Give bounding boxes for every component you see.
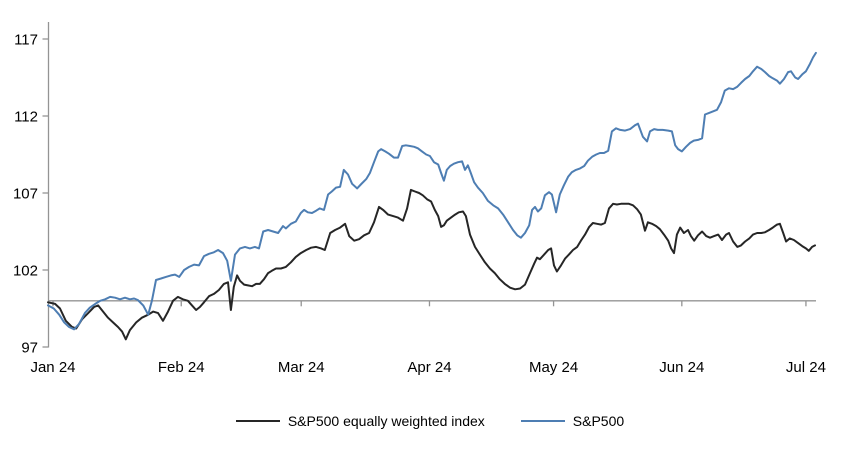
x-tick-label: Jan 24 [30,359,75,376]
legend-line-sp500 [520,420,565,422]
series-line-sp500-equal-weight [47,188,816,341]
legend-item-sp500-equal-weight: S&P500 equally weighted index [235,413,485,429]
x-tick-label: May 24 [529,359,578,376]
legend-label-sp500-equal-weight: S&P500 equally weighted index [287,413,485,429]
y-tick-label: 97 [21,340,38,357]
x-tick-label: Apr 24 [407,359,451,376]
x-tick-label: Jul 24 [786,359,826,376]
y-tick-label: 117 [14,32,38,49]
x-tick-label: Jun 24 [659,359,704,376]
y-tick-label: 112 [14,109,38,126]
legend-line-sp500-equal-weight [235,420,280,422]
x-tick-label: Mar 24 [278,359,325,376]
x-tick-label: Feb 24 [158,359,205,376]
y-tick-label: 107 [13,186,38,203]
y-tick-label: 102 [13,263,38,280]
legend: S&P500 equally weighted index S&P500 [0,413,852,429]
series-line-sp500 [47,51,817,331]
legend-label-sp500: S&P500 [572,413,625,429]
legend-item-sp500: S&P500 [520,413,625,429]
